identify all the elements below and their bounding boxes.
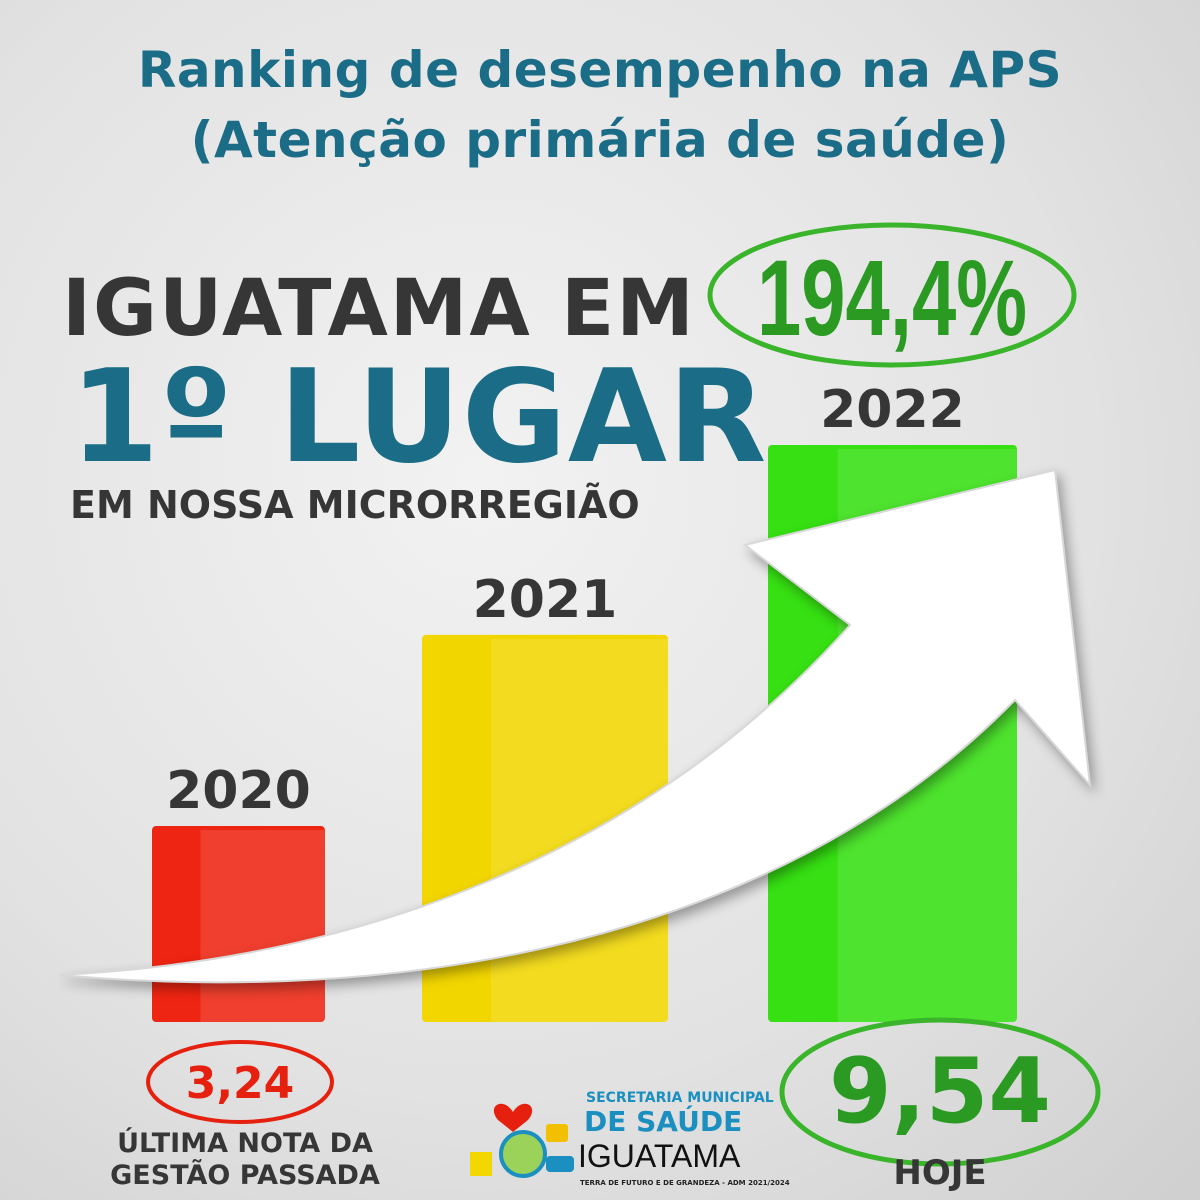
caption-left-line-1: ÚLTIMA NOTA DA bbox=[117, 1128, 373, 1159]
caption-left-line-2: GESTÃO PASSADA bbox=[110, 1160, 380, 1191]
logo-line-2: DE SAÚDE bbox=[584, 1105, 743, 1138]
title-line-2: (Atenção primária de saúde) bbox=[190, 111, 1010, 169]
value-ellipse-2022 bbox=[779, 1017, 1101, 1167]
growth-arrow bbox=[59, 468, 1092, 984]
caption-right: HOJE bbox=[893, 1153, 987, 1193]
value-ellipse-2020 bbox=[146, 1040, 334, 1124]
growth-ellipse bbox=[707, 222, 1077, 368]
logo-emblem-icon bbox=[470, 1103, 574, 1178]
headline-line-2: 1º LUGAR bbox=[70, 343, 768, 492]
logo-line-3: IGUATAMA bbox=[578, 1138, 741, 1174]
headline-line-3: EM NOSSA MICRORREGIÃO bbox=[70, 483, 640, 527]
bar-shade-2020 bbox=[200, 830, 325, 1022]
value-label-2022: 9,54 bbox=[829, 1039, 1051, 1144]
year-label-2021: 2021 bbox=[473, 570, 618, 630]
value-label-2020: 3,24 bbox=[186, 1058, 295, 1109]
title-line-1: Ranking de desempenho na APS bbox=[137, 41, 1063, 99]
logo-line-1: SECRETARIA MUNICIPAL bbox=[586, 1090, 774, 1106]
growth-value: 194,4% bbox=[757, 237, 1027, 358]
logo-line-4: TERRA DE FUTURO E DE GRANDEZA - ADM 2021… bbox=[580, 1179, 790, 1187]
year-label-2022: 2022 bbox=[820, 380, 965, 440]
headline-line-1: IGUATAMA EM bbox=[62, 264, 696, 354]
year-label-2020: 2020 bbox=[166, 761, 311, 821]
health-secretariat-logo: SECRETARIA MUNICIPAL DE SAÚDE IGUATAMA T… bbox=[468, 1090, 790, 1192]
caption-left: ÚLTIMA NOTA DA GESTÃO PASSADA bbox=[80, 1128, 410, 1192]
